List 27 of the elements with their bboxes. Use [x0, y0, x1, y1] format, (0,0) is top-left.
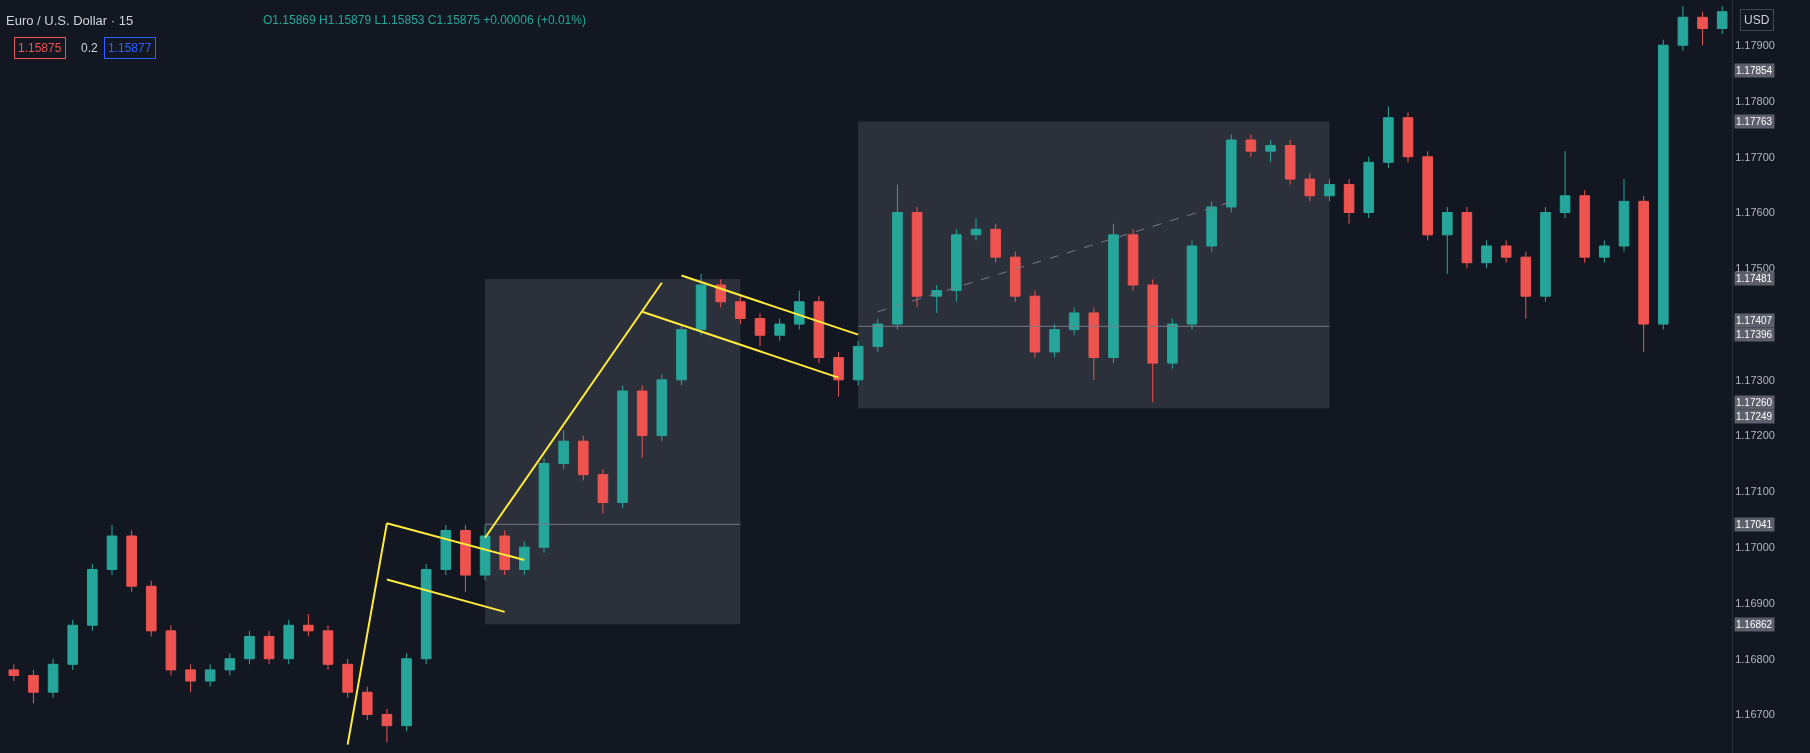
- annotation: 1.17041: [1736, 519, 1773, 530]
- y-tick-label: 1.17500: [1735, 262, 1775, 275]
- y-tick-label: 1.17200: [1735, 429, 1775, 442]
- annotation: O1.15869 H1.15879 L1.15853 C1.15875 +0.00006 (+0.01%): [263, 13, 586, 27]
- annotation: 1.17260: [1736, 397, 1773, 408]
- y-tick-label: 1.17600: [1735, 206, 1775, 219]
- annotation: 1.17854: [1736, 65, 1773, 76]
- annotation: 1.17407: [1736, 315, 1773, 326]
- annotation: 1.16862: [1736, 619, 1773, 630]
- annotation: 1.17481: [1736, 273, 1773, 284]
- y-tick-label: 1.16800: [1735, 652, 1775, 665]
- text: 1.17249: [1736, 411, 1773, 422]
- annotation: 1.15875: [18, 41, 62, 55]
- annotation: 1.17763: [1736, 116, 1773, 127]
- text: USD: [1744, 13, 1770, 27]
- text: 1.17396: [1736, 329, 1773, 340]
- y-tick-label: 1.17700: [1735, 150, 1775, 163]
- annotation: 0.2: [81, 41, 99, 55]
- y-tick-label: 1.17100: [1735, 485, 1775, 498]
- y-tick-label: 1.16900: [1735, 596, 1775, 609]
- y-tick-label: 1.17800: [1735, 94, 1775, 107]
- annotation: 1.15877: [108, 41, 152, 55]
- text: Euro / U.S. Dollar · 15: [6, 13, 134, 28]
- y-tick-label: 1.17000: [1735, 541, 1775, 554]
- y-tick-label: 1.17300: [1735, 373, 1775, 386]
- y-tick-label: 1.17900: [1735, 39, 1775, 52]
- y-tick-label: 1.16700: [1735, 708, 1775, 721]
